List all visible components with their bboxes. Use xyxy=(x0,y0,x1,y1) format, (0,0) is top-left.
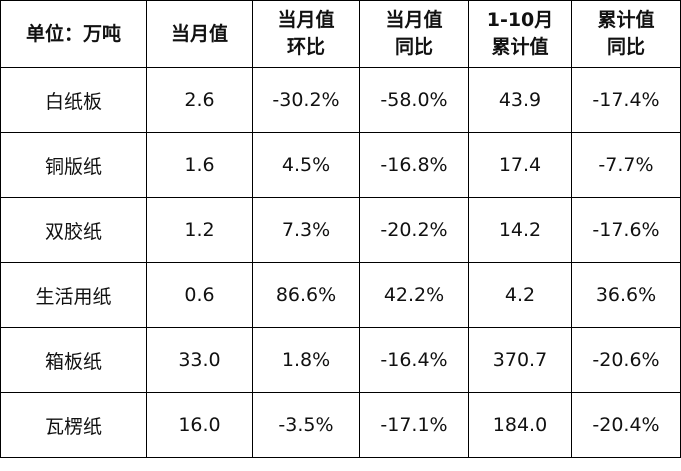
table-cell: 1.8% xyxy=(252,327,360,393)
table-cell: 33.0 xyxy=(146,327,253,393)
table-cell: 86.6% xyxy=(252,262,360,328)
header-row: 单位：万吨 当月值 当月值 环比 当月值 同比 1-10月 累计值 累计值 同比 xyxy=(0,0,681,68)
header-cell: 1-10月 累计值 xyxy=(468,0,572,68)
table-cell: -7.7% xyxy=(571,132,681,198)
table-cell: 1.6 xyxy=(146,132,253,198)
table-row: 双胶纸 1.2 7.3% -20.2% 14.2 -17.6% xyxy=(0,197,681,263)
table-cell: -17.6% xyxy=(571,197,681,263)
table-cell: -16.8% xyxy=(359,132,469,198)
row-label: 白纸板 xyxy=(0,67,147,133)
header-cell: 当月值 xyxy=(146,0,253,68)
table-row: 生活用纸 0.6 86.6% 42.2% 4.2 36.6% xyxy=(0,262,681,328)
table-cell: -20.4% xyxy=(571,392,681,458)
table-row: 白纸板 2.6 -30.2% -58.0% 43.9 -17.4% xyxy=(0,67,681,133)
table-cell: 4.2 xyxy=(468,262,572,328)
table-cell: -20.2% xyxy=(359,197,469,263)
table-cell: 370.7 xyxy=(468,327,572,393)
row-label: 生活用纸 xyxy=(0,262,147,328)
table-cell: 36.6% xyxy=(571,262,681,328)
table-cell: -17.4% xyxy=(571,67,681,133)
header-cell: 当月值 同比 xyxy=(359,0,469,68)
table-cell: 4.5% xyxy=(252,132,360,198)
table-cell: -30.2% xyxy=(252,67,360,133)
table-cell: 14.2 xyxy=(468,197,572,263)
table-cell: -17.1% xyxy=(359,392,469,458)
table-cell: 0.6 xyxy=(146,262,253,328)
table-cell: -58.0% xyxy=(359,67,469,133)
table-row: 箱板纸 33.0 1.8% -16.4% 370.7 -20.6% xyxy=(0,327,681,393)
table-cell: 42.2% xyxy=(359,262,469,328)
data-table: 单位：万吨 当月值 当月值 环比 当月值 同比 1-10月 累计值 累计值 同比 白纸板 2.… xyxy=(0,0,681,458)
row-label: 双胶纸 xyxy=(0,197,147,263)
table-cell: -3.5% xyxy=(252,392,360,458)
header-cell: 当月值 环比 xyxy=(252,0,360,68)
row-label: 铜版纸 xyxy=(0,132,147,198)
row-label: 瓦楞纸 xyxy=(0,392,147,458)
table-row: 铜版纸 1.6 4.5% -16.8% 17.4 -7.7% xyxy=(0,132,681,198)
table-cell: -16.4% xyxy=(359,327,469,393)
table-cell: 43.9 xyxy=(468,67,572,133)
header-cell: 累计值 同比 xyxy=(571,0,681,68)
table-cell: 7.3% xyxy=(252,197,360,263)
row-label: 箱板纸 xyxy=(0,327,147,393)
table-cell: 184.0 xyxy=(468,392,572,458)
table-cell: 16.0 xyxy=(146,392,253,458)
header-cell: 单位：万吨 xyxy=(0,0,147,68)
table-cell: -20.6% xyxy=(571,327,681,393)
table-cell: 17.4 xyxy=(468,132,572,198)
table-cell: 2.6 xyxy=(146,67,253,133)
table-cell: 1.2 xyxy=(146,197,253,263)
table-row: 瓦楞纸 16.0 -3.5% -17.1% 184.0 -20.4% xyxy=(0,392,681,458)
